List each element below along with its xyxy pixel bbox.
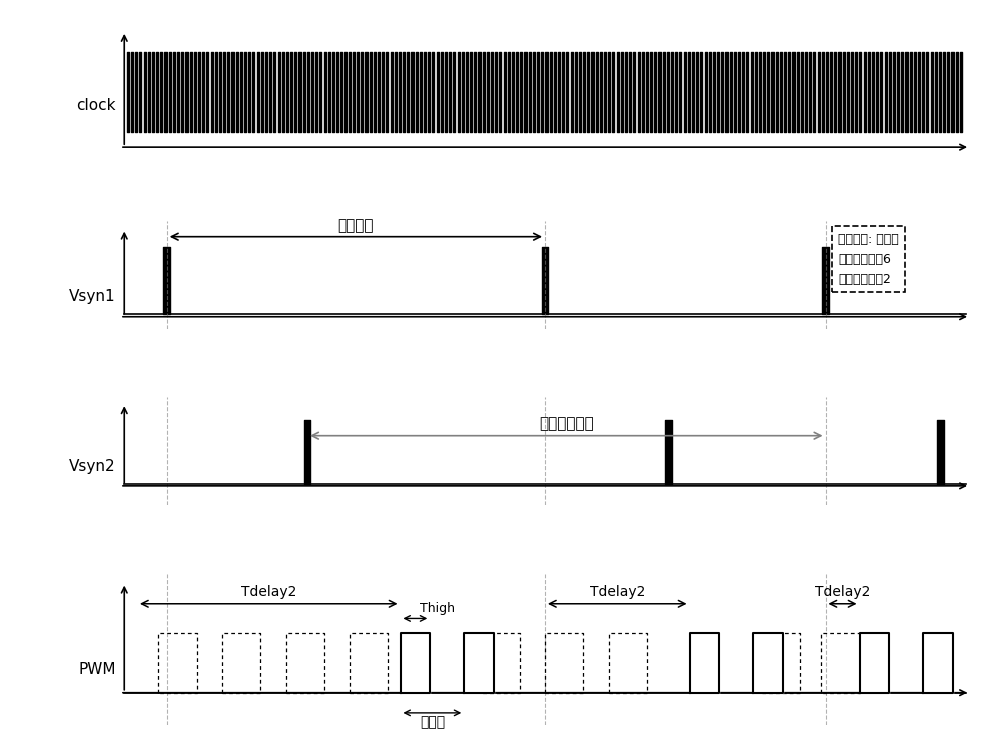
Text: Tdelay2: Tdelay2: [241, 585, 296, 599]
Text: Vsyn2: Vsyn2: [69, 459, 116, 474]
Text: 同步周期: 同步周期: [338, 218, 374, 233]
Text: PWM: PWM: [78, 662, 116, 677]
Text: clock: clock: [76, 98, 116, 113]
Text: Tdelay2: Tdelay2: [590, 585, 645, 599]
Text: 延时同步周期: 延时同步周期: [539, 416, 594, 431]
Text: Vsyn1: Vsyn1: [69, 289, 116, 304]
Text: 子周期: 子周期: [420, 716, 445, 729]
Text: Thigh: Thigh: [420, 602, 455, 615]
Text: Tdelay2: Tdelay2: [815, 585, 870, 599]
Text: 对齐模式: 尾对齐
第一脉冲数＝6
第二脉冲数＝2: 对齐模式: 尾对齐 第一脉冲数＝6 第二脉冲数＝2: [838, 233, 899, 285]
